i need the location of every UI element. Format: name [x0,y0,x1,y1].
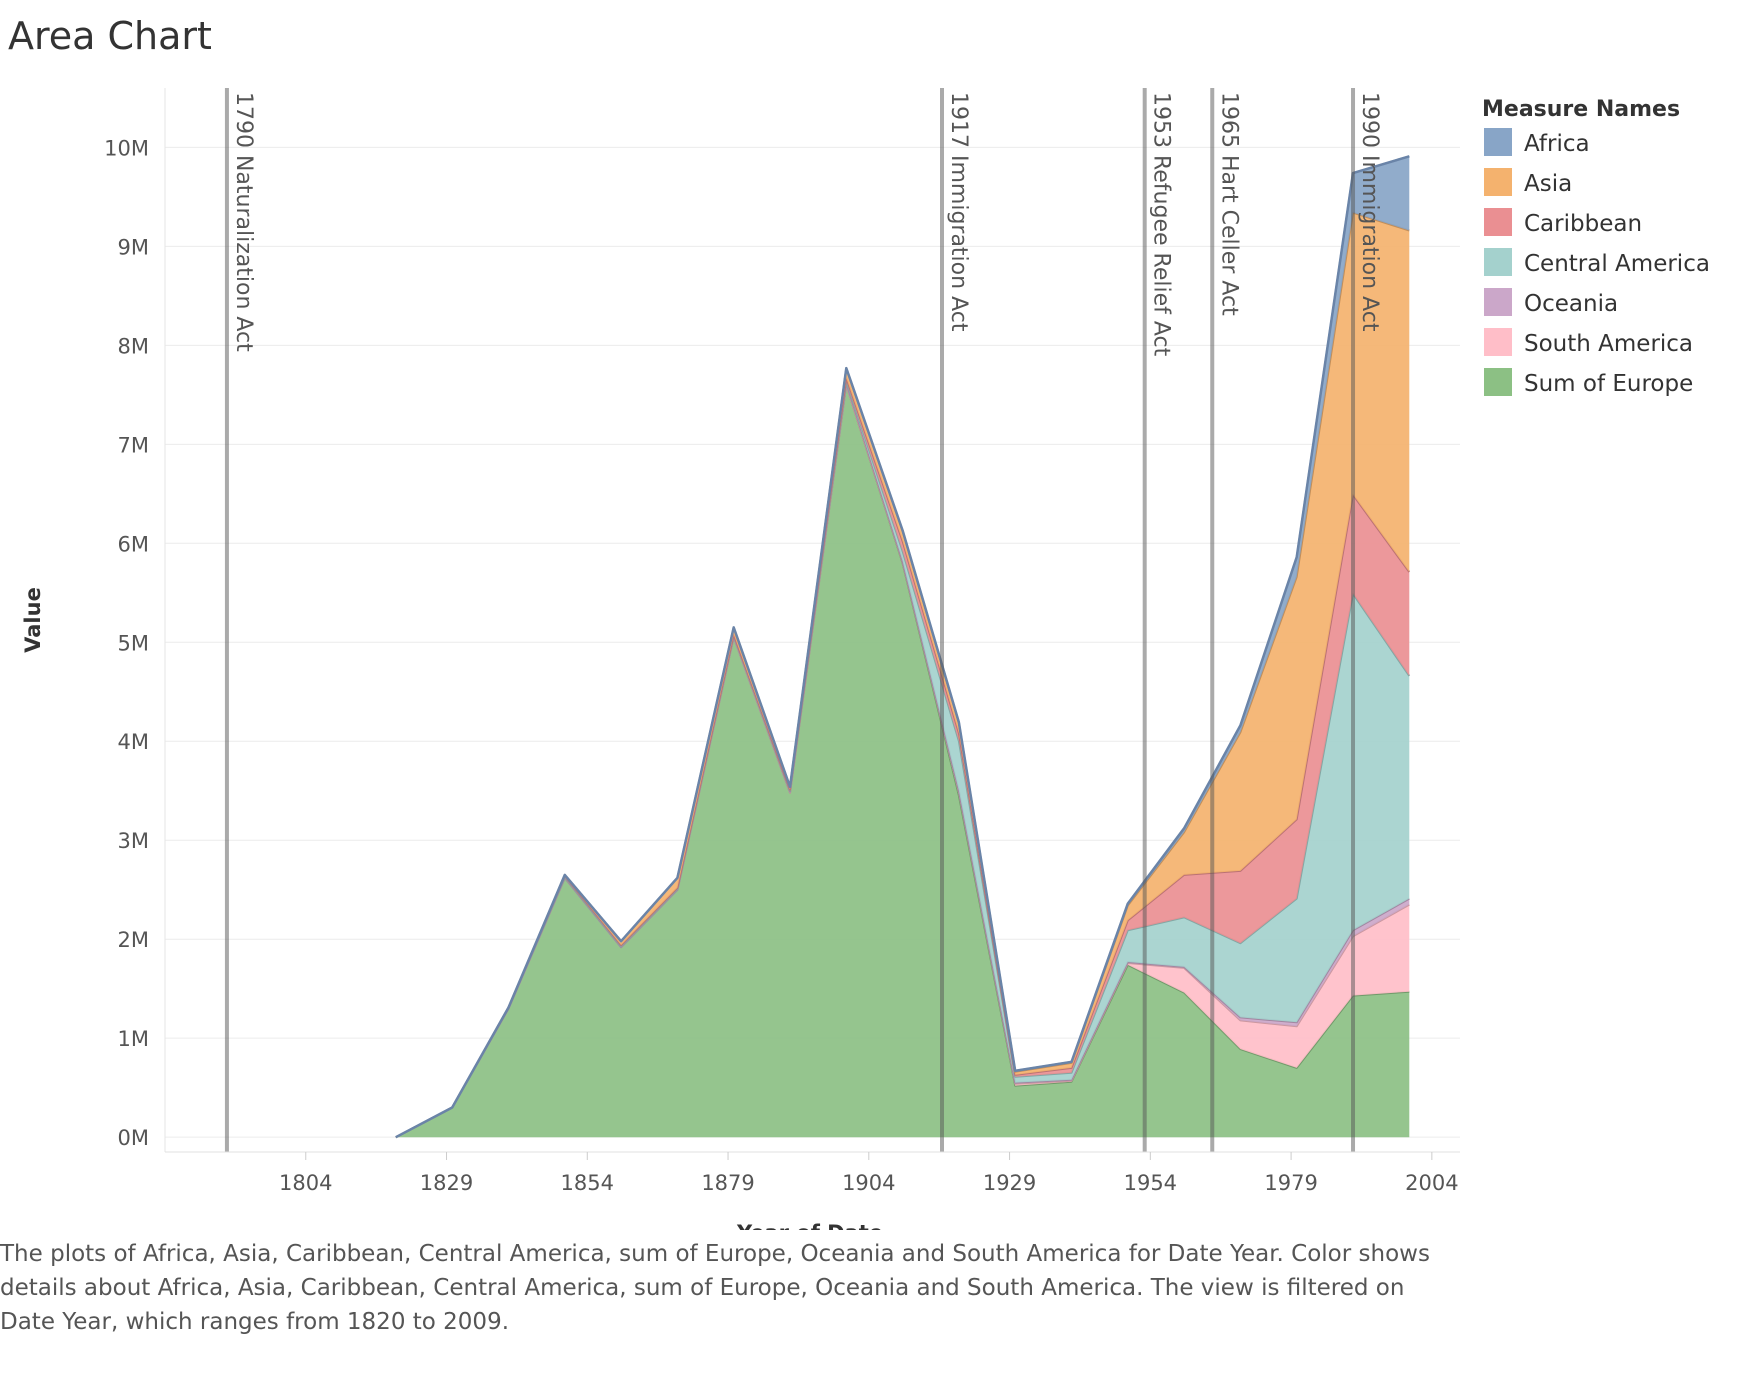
legend-title: Measure Names [1482,97,1680,122]
legend-swatch [1484,368,1512,396]
x-tick-label: 1979 [1264,1171,1317,1195]
y-tick-label: 10M [104,136,149,160]
reference-line-label: 1917 Immigration Act [946,92,971,332]
y-tick-label: 3M [118,829,149,853]
y-tick-label: 8M [118,334,149,358]
legend-swatch [1484,288,1512,316]
y-tick-label: 2M [118,928,149,952]
annotation-lines: 1790 Naturalization Act 1917 Immigration … [224,88,1382,1152]
legend-swatch [1484,328,1512,356]
legend-swatch [1484,248,1512,276]
x-tick-label: 1829 [420,1171,473,1195]
area-series [395,155,1411,1139]
legend-label: Oceania [1524,291,1618,317]
x-tick-label: 1804 [279,1171,332,1195]
legend-label: Caribbean [1524,211,1642,237]
x-tick-label: 1854 [561,1171,614,1195]
axes: Year of Date Value 0M 1M 2M 3M 4M 5M 6M 7M 8M 9M 1… [21,88,1460,1230]
x-axis-title: Year of Date [736,1221,883,1230]
x-tick-label: 1904 [842,1171,895,1195]
x-tick-label: 1929 [983,1171,1036,1195]
chart-caption: The plots of Africa, Asia, Caribbean, Ce… [0,1241,1430,1335]
x-tick-label: 2004 [1405,1171,1458,1195]
reference-line-label: 1965 Hart Celler Act [1216,92,1241,316]
y-tick-label: 0M [118,1126,149,1150]
stack-top-outline [395,155,1410,1139]
reference-line-label: 1990 Immigration Act [1357,92,1382,332]
x-tick-label: 1879 [701,1171,754,1195]
legend-label: Central America [1524,251,1710,277]
y-axis-title: Value [21,587,45,653]
y-tick-label: 1M [118,1027,149,1051]
legend-swatch [1484,168,1512,196]
legend: Measure Names Africa Asia Caribbean Central… [1482,97,1710,397]
y-tick-label: 6M [118,532,149,556]
y-tick-label: 7M [118,433,149,457]
legend-label: Asia [1524,171,1572,197]
legend-label: Africa [1524,131,1590,157]
chart-title: Area Chart [8,14,212,58]
y-tick-label: 9M [118,235,149,259]
legend-label: South America [1524,331,1693,357]
legend-label: Sum of Europe [1524,371,1693,397]
y-tick-label: 5M [118,631,149,655]
x-tick-label: 1954 [1124,1171,1177,1195]
area-sum-of-europe [395,384,1410,1138]
area-chart: 1790 Naturalization Act 1917 Immigration … [21,88,1710,1230]
area-central-america [395,381,1410,1138]
reference-line-label: 1953 Refugee Relief Act [1149,92,1174,357]
reference-line-label: 1790 Naturalization Act [231,92,256,352]
legend-swatch [1484,208,1512,236]
y-tick-label: 4M [118,730,149,754]
legend-swatch [1484,128,1512,156]
